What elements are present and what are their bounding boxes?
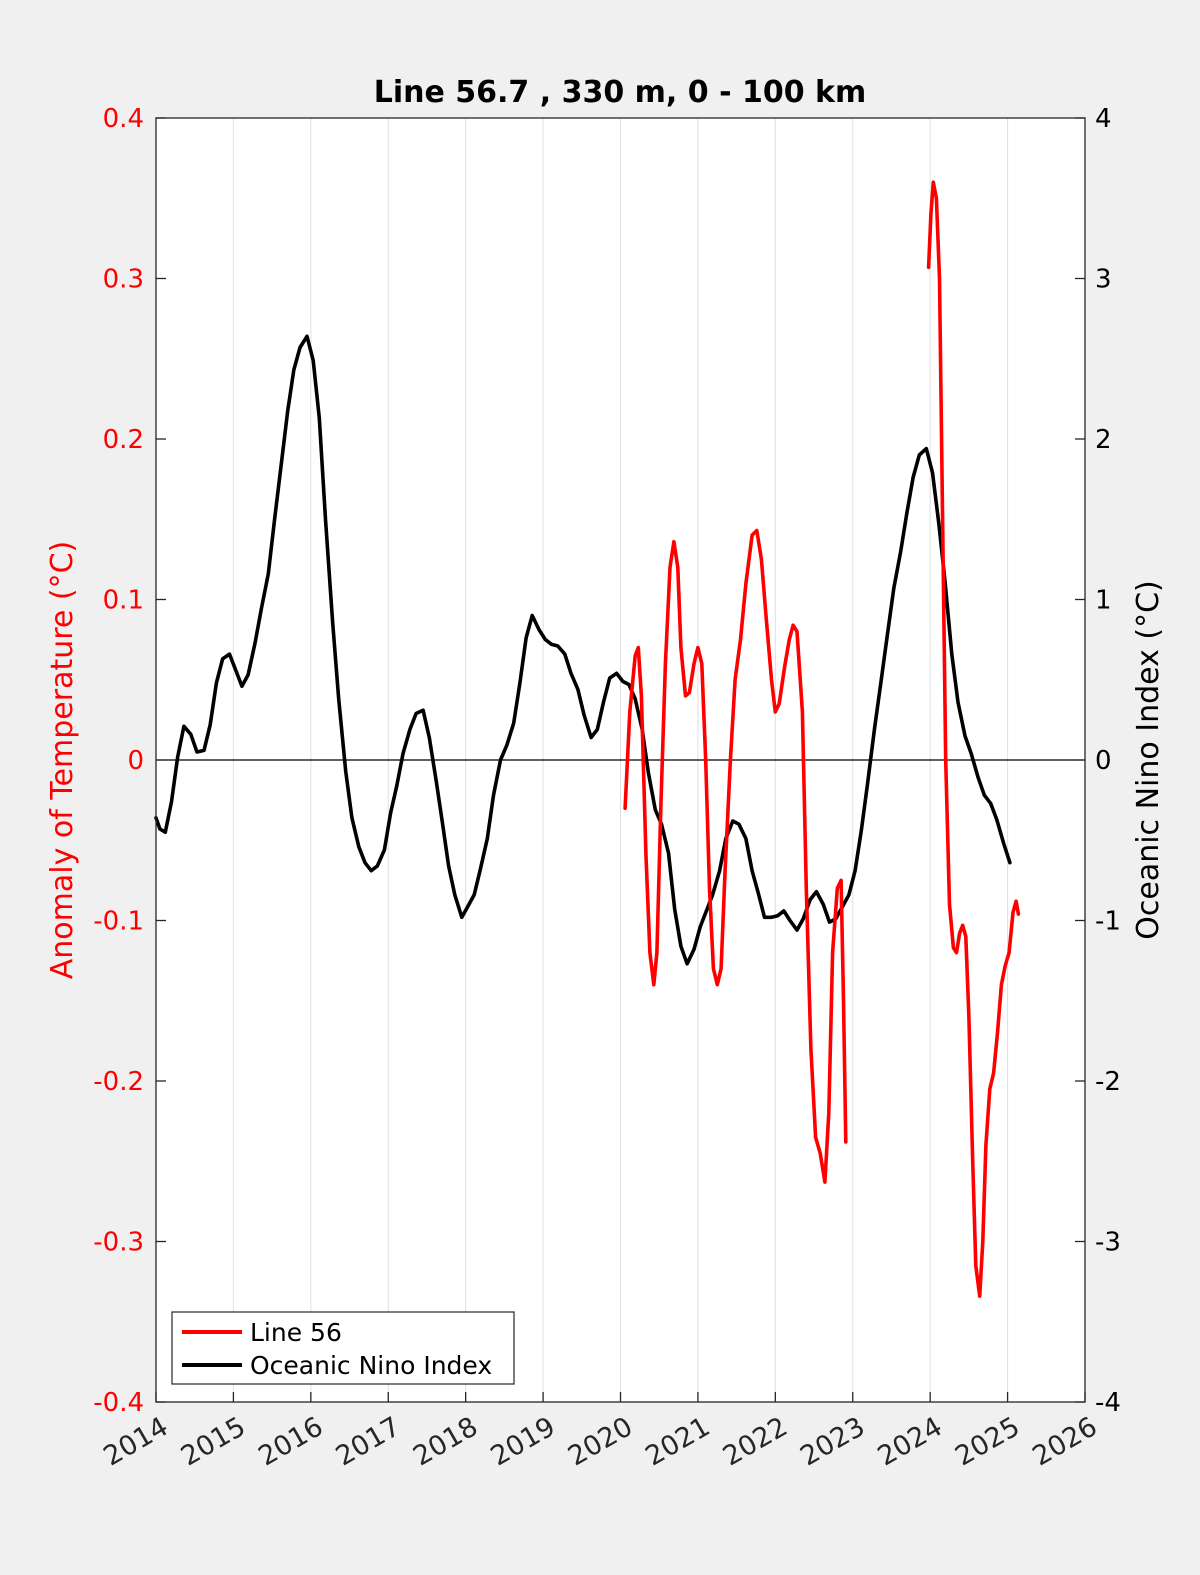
x-tick-label: 2025 <box>950 1411 1025 1472</box>
y-right-tick-label: 1 <box>1095 586 1112 616</box>
y-right-tick-label: -3 <box>1095 1228 1121 1258</box>
series-line-line56-segment-1 <box>623 528 848 1184</box>
y-left-tick-label: -0.3 <box>93 1228 144 1258</box>
x-tick-label: 2019 <box>486 1411 561 1472</box>
x-tick-label: 2016 <box>253 1411 328 1472</box>
y-left-tick-label: -0.4 <box>93 1388 144 1418</box>
y-right-tick-label: -1 <box>1095 907 1121 937</box>
x-tick-label: 2021 <box>640 1411 715 1472</box>
x-tick-label: 2026 <box>1027 1411 1102 1472</box>
y-left-tick-label: 0.2 <box>103 425 144 455</box>
legend-label-oni: Oceanic Nino Index <box>250 1351 492 1380</box>
y-left-tick-label: -0.2 <box>93 1067 144 1097</box>
x-tick-label: 2017 <box>331 1411 406 1472</box>
right-axis-label: Oceanic Nino Index (°C) <box>1131 580 1166 940</box>
x-tick-label: 2020 <box>563 1411 638 1472</box>
x-tick-label: 2022 <box>718 1411 793 1472</box>
y-left-tick-label: 0.1 <box>103 586 144 616</box>
y-right-tick-label: -2 <box>1095 1067 1121 1097</box>
x-tick-label: 2024 <box>873 1411 948 1472</box>
y-right-tick-label: 2 <box>1095 425 1112 455</box>
legend-box <box>171 1311 515 1385</box>
y-left-tick-label: 0 <box>127 746 144 776</box>
left-axis-label: Anomaly of Temperature (°C) <box>45 541 80 980</box>
y-right-tick-label: 4 <box>1095 104 1112 134</box>
x-tick-label: 2015 <box>176 1411 251 1472</box>
y-right-tick-label: -4 <box>1095 1388 1121 1418</box>
y-left-tick-label: -0.1 <box>93 907 144 937</box>
y-right-tick-label: 0 <box>1095 746 1112 776</box>
series-line-oceanic-nino-index <box>154 334 1012 966</box>
series-line-line56-segment-2 <box>926 180 1021 1298</box>
y-left-tick-label: 0.3 <box>103 265 144 295</box>
legend-label-line56: Line 56 <box>250 1318 342 1347</box>
x-tick-label: 2023 <box>795 1411 870 1472</box>
series-lines <box>154 180 1021 1298</box>
x-tick-label: 2014 <box>98 1411 173 1472</box>
legend: Line 56 Oceanic Nino Index <box>171 1311 515 1385</box>
x-tick-label: 2018 <box>408 1411 483 1472</box>
y-right-tick-label: 3 <box>1095 265 1112 295</box>
y-left-tick-label: 0.4 <box>103 104 144 134</box>
chart-title: Line 56.7 , 330 m, 0 - 100 km <box>374 75 867 110</box>
